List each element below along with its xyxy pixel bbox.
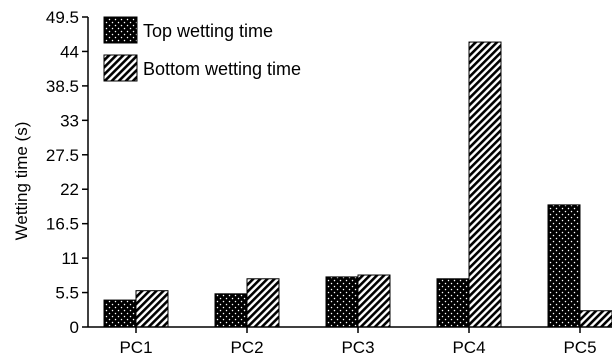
bar-pc2-bottom — [246, 278, 280, 328]
bar-pc3-bottom — [357, 274, 391, 328]
y-tick-label: 16.5 — [46, 215, 79, 234]
x-tick-label: PC3 — [341, 338, 374, 357]
bar-pc3-top — [325, 276, 359, 328]
y-axis-title-group: Wetting time (s) — [12, 122, 31, 241]
legend-swatch-bottom-wetting-time — [103, 54, 138, 82]
x-tick-label: PC1 — [119, 338, 152, 357]
legend-label-bottom-wetting-time: Bottom wetting time — [143, 59, 301, 79]
y-axis-ticks: 0 5.5 11 16.5 22 27.5 33 38.5 44 49.5 — [46, 8, 88, 337]
bar-pc4-top — [436, 278, 470, 328]
bar-pc1-top — [103, 299, 137, 328]
bar-pc1-bottom — [135, 290, 169, 328]
y-tick-label: 27.5 — [46, 146, 79, 165]
legend-swatch-top-wetting-time — [103, 16, 138, 44]
x-tick-label: PC2 — [230, 338, 263, 357]
y-tick-label: 5.5 — [55, 284, 79, 303]
bar-pc2-top — [214, 293, 248, 328]
x-axis-ticks: PC1 PC2 PC3 PC4 PC5 — [119, 327, 597, 357]
y-tick-label: 33 — [60, 111, 79, 130]
legend-label-top-wetting-time: Top wetting time — [143, 21, 273, 41]
x-tick-label: PC5 — [563, 338, 596, 357]
y-tick-label: 49.5 — [46, 8, 79, 27]
y-axis-title: Wetting time (s) — [12, 122, 31, 241]
y-tick-label: 0 — [70, 318, 79, 337]
y-tick-label: 44 — [60, 42, 79, 61]
bar-pc5-top — [547, 204, 581, 328]
y-tick-label: 22 — [60, 180, 79, 199]
bars — [103, 41, 612, 328]
bar-pc5-bottom — [579, 310, 612, 328]
legend: Top wetting time Bottom wetting time — [103, 16, 301, 82]
y-tick-label: 11 — [61, 249, 79, 268]
y-tick-label: 38.5 — [46, 77, 79, 96]
bar-pc4-bottom — [468, 41, 502, 328]
x-tick-label: PC4 — [452, 338, 485, 357]
